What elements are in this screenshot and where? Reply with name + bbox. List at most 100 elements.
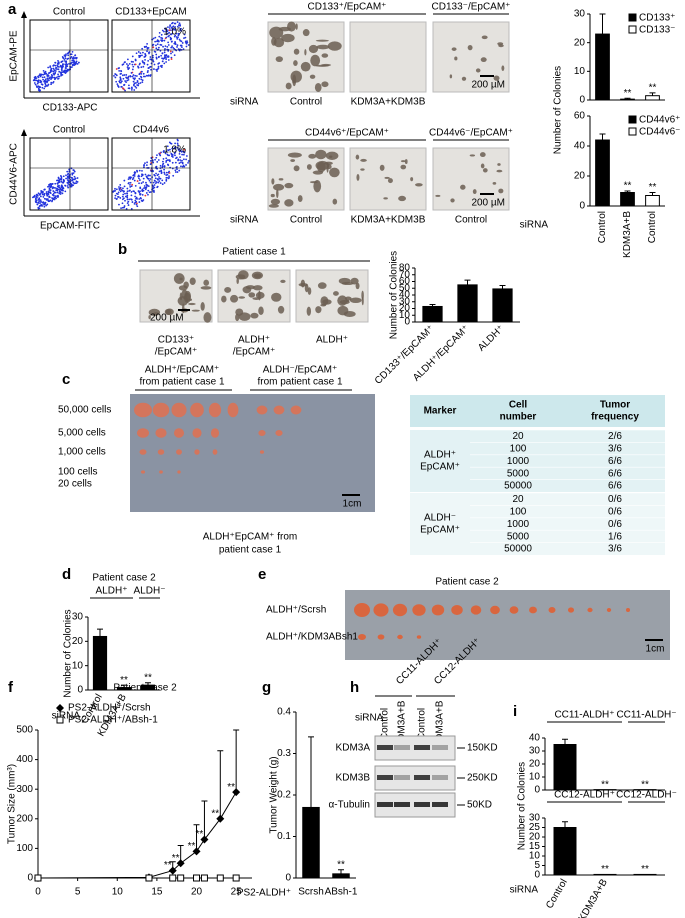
flow-event: [163, 30, 165, 33]
group-label: CC11-ALDH⁻: [616, 710, 676, 721]
label: CD133⁺: [158, 335, 194, 346]
bar: [595, 139, 610, 207]
flow-event: [161, 29, 164, 32]
flow-event: [167, 149, 170, 152]
flow-event: [160, 33, 163, 36]
y-tick-label: 400: [16, 754, 33, 765]
colony: [349, 297, 362, 304]
colony: [153, 312, 159, 315]
flow-event: [176, 44, 179, 47]
flow-event: [137, 51, 140, 53]
flow-event: [47, 193, 50, 196]
label: EpCAM-FITC: [40, 221, 100, 232]
error-bar: [145, 682, 151, 686]
colony: [270, 193, 275, 198]
flow-event: [135, 86, 138, 89]
flow-event: [178, 22, 181, 25]
y-tick-label: 60: [574, 111, 586, 122]
label: Marker: [424, 406, 457, 417]
tumor: [157, 449, 165, 455]
flow-event: [70, 66, 73, 69]
flow-event: [54, 64, 57, 67]
flow-event: [69, 62, 72, 65]
flow-event: [169, 50, 172, 53]
flow-event: [174, 161, 177, 164]
flow-event: [121, 195, 124, 198]
flow-event: [114, 73, 117, 75]
tumor: [173, 428, 185, 438]
colony: [313, 179, 322, 193]
flow-event: [170, 142, 173, 145]
colony: [285, 82, 292, 90]
flow-event: [166, 163, 169, 166]
flow-event: [122, 187, 124, 190]
tumor: [155, 428, 167, 438]
flow-event: [132, 65, 135, 68]
tumor: [171, 402, 187, 418]
colony: [450, 198, 455, 203]
flow-event: [123, 205, 126, 207]
flow-event: [169, 24, 172, 27]
flow-event: [137, 82, 140, 85]
flow-event: [49, 191, 52, 194]
colony: [281, 33, 295, 43]
legend-swatch: [628, 25, 637, 34]
flow-event: [138, 177, 140, 180]
tumor: [451, 605, 463, 615]
colony: [398, 195, 407, 202]
flow-event: [145, 181, 147, 184]
label: 100: [510, 444, 527, 455]
flow-event: [147, 189, 150, 192]
flow-event: [127, 182, 130, 185]
flow-event: [178, 149, 181, 152]
flow-event: [67, 172, 70, 175]
flow-event: [126, 187, 129, 190]
flow-event: [174, 26, 177, 28]
y-tick-label: 20: [399, 303, 411, 314]
flow-event: [124, 80, 127, 82]
flow-event: [47, 72, 50, 75]
flow-event: [153, 68, 155, 70]
flow-event: [157, 178, 159, 181]
y-tick-label: 20: [574, 171, 586, 182]
flow-event: [179, 24, 182, 26]
flow-event: [38, 81, 40, 84]
colony: [293, 48, 300, 55]
flow-event: [177, 24, 180, 27]
flow-event: [36, 194, 39, 197]
colony: [329, 167, 340, 178]
flow-event: [39, 192, 42, 195]
y-tick-label: 0.2: [277, 790, 291, 801]
flow-event: [58, 66, 60, 68]
colony: [236, 278, 239, 284]
flow-event: [161, 39, 164, 42]
flow-event: [53, 69, 56, 72]
flow-event: [62, 186, 65, 189]
flow-event: [115, 188, 118, 191]
flow-event: [138, 191, 141, 194]
tumor: [373, 603, 389, 617]
colony: [173, 273, 185, 284]
flow-event: [152, 185, 155, 188]
flow-event: [140, 66, 143, 69]
flow-event: [159, 164, 162, 167]
flow-event: [124, 192, 126, 195]
flow-event: [137, 66, 140, 69]
flow-event: [56, 191, 59, 194]
colony: [360, 158, 367, 162]
flow-event: [125, 77, 128, 79]
flow-event: [121, 87, 124, 90]
colony: [284, 199, 294, 207]
colony: [179, 277, 183, 281]
colony: [300, 279, 306, 288]
colony: [293, 60, 298, 66]
flow-event: [54, 71, 57, 74]
panel-label: h: [350, 679, 359, 696]
marker: [169, 874, 177, 882]
y-tick-label: 10: [574, 66, 586, 77]
colony: [287, 152, 302, 158]
flow-event: [165, 28, 167, 31]
flow-event: [59, 178, 62, 181]
arrow-head: [21, 129, 27, 136]
flow-event: [178, 152, 181, 155]
